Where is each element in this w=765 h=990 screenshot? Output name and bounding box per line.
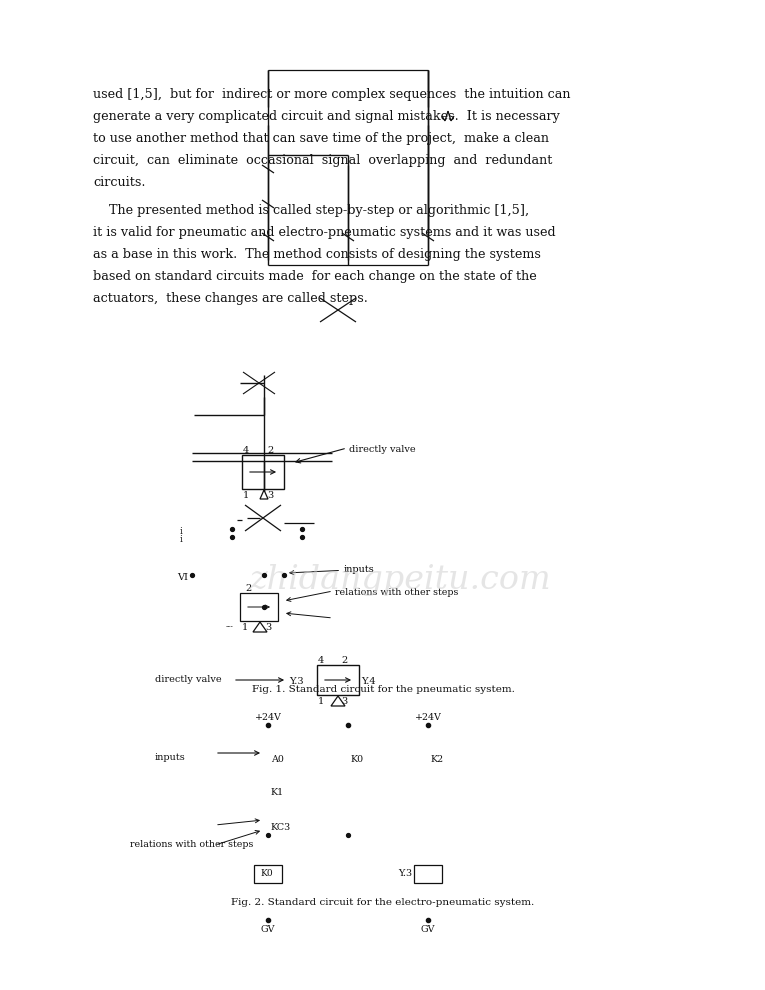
Text: GV: GV [421, 925, 435, 934]
Text: K0: K0 [351, 755, 364, 764]
Text: Y.3: Y.3 [398, 869, 412, 878]
Text: 1: 1 [242, 623, 249, 632]
Text: Y.4: Y.4 [361, 677, 376, 686]
Bar [317, 665, 359, 695]
Text: Fig. 2. Standard circuit for the electro-pneumatic system.: Fig. 2. Standard circuit for the electro… [231, 898, 535, 907]
Text: 2: 2 [267, 446, 273, 455]
Text: based on standard circuits made  for each change on the state of the: based on standard circuits made for each… [93, 270, 537, 283]
Text: inputs: inputs [290, 565, 375, 574]
Text: Y.3: Y.3 [289, 677, 304, 686]
Text: inputs: inputs [155, 753, 186, 762]
Text: 1: 1 [243, 491, 249, 500]
Text: GV: GV [261, 925, 275, 934]
Text: A0: A0 [271, 755, 284, 764]
Bar [414, 865, 442, 883]
Text: 4: 4 [318, 656, 324, 665]
Text: 2: 2 [341, 656, 347, 665]
Text: i: i [180, 535, 183, 544]
Text: relations with other steps: relations with other steps [130, 840, 253, 849]
Text: 3: 3 [265, 623, 272, 632]
Bar [242, 455, 284, 489]
Text: K0: K0 [260, 869, 272, 878]
Text: circuit,  can  eliminate  occasional  signal  overlapping  and  redundant: circuit, can eliminate occasional signal… [93, 154, 552, 167]
Text: zhidangpeitu.com: zhidangpeitu.com [249, 564, 551, 596]
Text: Fig. 1. Standard circuit for the pneumatic system.: Fig. 1. Standard circuit for the pneumat… [252, 685, 514, 694]
Text: +24V: +24V [255, 713, 282, 722]
Text: to use another method that can save time of the project,  make a clean: to use another method that can save time… [93, 132, 549, 145]
Text: 2: 2 [245, 584, 251, 593]
Text: +24V: +24V [415, 713, 441, 722]
Text: directly valve: directly valve [349, 445, 415, 454]
Text: 3: 3 [267, 491, 273, 500]
Text: ---: --- [226, 623, 234, 631]
Text: relations with other steps: relations with other steps [335, 588, 458, 597]
Text: K1: K1 [271, 788, 284, 797]
Text: as a base in this work.  The method consists of designing the systems: as a base in this work. The method consi… [93, 248, 541, 261]
Bar [240, 593, 278, 621]
Text: K2: K2 [431, 755, 444, 764]
Text: used [1,5],  but for  indirect or more complex sequences  the intuition can: used [1,5], but for indirect or more com… [93, 88, 571, 101]
Text: actuators,  these changes are called steps.: actuators, these changes are called step… [93, 292, 368, 305]
Text: circuits.: circuits. [93, 176, 145, 189]
Bar [254, 865, 282, 883]
Text: 1: 1 [318, 697, 324, 706]
Text: i: i [180, 527, 183, 536]
Text: The presented method is called step-by-step or algorithmic [1,5],: The presented method is called step-by-s… [93, 204, 529, 217]
Text: directly valve: directly valve [155, 675, 222, 684]
Text: KC3: KC3 [271, 823, 291, 832]
Text: it is valid for pneumatic and electro-pneumatic systems and it was used: it is valid for pneumatic and electro-pn… [93, 226, 555, 239]
Text: generate a very complicated circuit and signal mistakes.  It is necessary: generate a very complicated circuit and … [93, 110, 560, 123]
Text: VI: VI [177, 573, 188, 582]
Text: 3: 3 [341, 697, 347, 706]
Text: 4: 4 [243, 446, 249, 455]
